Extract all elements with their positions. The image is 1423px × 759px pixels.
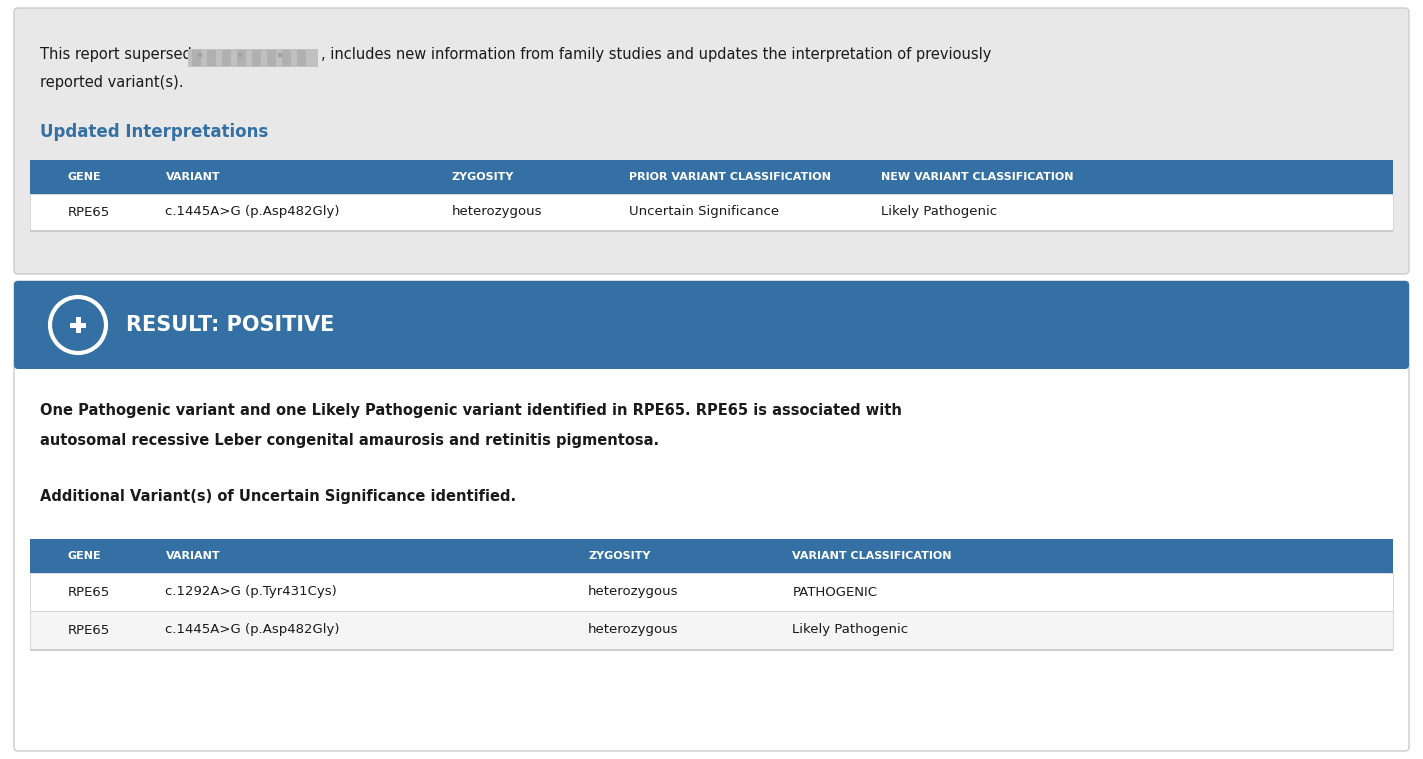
Text: ZYGOSITY: ZYGOSITY: [588, 551, 650, 561]
Text: Updated Interpretations: Updated Interpretations: [40, 123, 269, 141]
Text: heterozygous: heterozygous: [451, 206, 542, 219]
FancyBboxPatch shape: [14, 281, 1409, 369]
Bar: [238, 50, 246, 66]
Text: One Pathogenic variant and one Likely Pathogenic variant identified in RPE65. RP: One Pathogenic variant and one Likely Pa…: [40, 403, 902, 418]
Bar: [30, 160, 1393, 194]
Bar: [192, 50, 201, 66]
Text: VARIANT: VARIANT: [165, 172, 221, 182]
FancyBboxPatch shape: [14, 8, 1409, 274]
Bar: [238, 53, 242, 57]
Text: Likely Pathogenic: Likely Pathogenic: [881, 206, 998, 219]
Text: autosomal recessive Leber congenital amaurosis and retinitis pigmentosa.: autosomal recessive Leber congenital ama…: [40, 433, 659, 448]
Bar: [268, 50, 276, 66]
Text: c.1445A>G (p.Asp482Gly): c.1445A>G (p.Asp482Gly): [165, 206, 340, 219]
Text: reported variant(s).: reported variant(s).: [40, 75, 184, 90]
Text: Additional Variant(s) of Uncertain Significance identified.: Additional Variant(s) of Uncertain Signi…: [40, 489, 517, 504]
Text: This report supersedes: This report supersedes: [40, 47, 213, 62]
Text: heterozygous: heterozygous: [588, 585, 679, 599]
Text: RPE65: RPE65: [67, 206, 110, 219]
Text: GENE: GENE: [67, 551, 101, 561]
Text: Uncertain Significance: Uncertain Significance: [629, 206, 778, 219]
Text: PRIOR VARIANT CLASSIFICATION: PRIOR VARIANT CLASSIFICATION: [629, 172, 831, 182]
Text: Likely Pathogenic: Likely Pathogenic: [793, 623, 909, 637]
Bar: [30, 611, 1393, 649]
Bar: [277, 53, 282, 57]
Bar: [222, 50, 231, 66]
Bar: [30, 573, 1393, 611]
Bar: [30, 230, 1393, 231]
Text: VARIANT CLASSIFICATION: VARIANT CLASSIFICATION: [793, 551, 952, 561]
Text: heterozygous: heterozygous: [588, 623, 679, 637]
Text: RESULT: POSITIVE: RESULT: POSITIVE: [127, 315, 334, 335]
Text: RPE65: RPE65: [67, 623, 110, 637]
Text: , includes new information from family studies and updates the interpretation of: , includes new information from family s…: [322, 47, 992, 62]
Text: ZYGOSITY: ZYGOSITY: [451, 172, 514, 182]
Text: VARIANT: VARIANT: [165, 551, 221, 561]
Bar: [30, 649, 1393, 650]
Bar: [70, 323, 85, 327]
Bar: [30, 194, 1393, 230]
Bar: [75, 317, 81, 333]
Bar: [18, 355, 1405, 365]
Bar: [198, 53, 202, 57]
Text: GENE: GENE: [67, 172, 101, 182]
Bar: [252, 50, 260, 66]
FancyBboxPatch shape: [14, 281, 1409, 751]
Bar: [282, 50, 290, 66]
Text: c.1292A>G (p.Tyr431Cys): c.1292A>G (p.Tyr431Cys): [165, 585, 337, 599]
Bar: [206, 50, 216, 66]
Text: NEW VARIANT CLASSIFICATION: NEW VARIANT CLASSIFICATION: [881, 172, 1073, 182]
Bar: [297, 50, 306, 66]
Text: c.1445A>G (p.Asp482Gly): c.1445A>G (p.Asp482Gly): [165, 623, 340, 637]
Text: RPE65: RPE65: [67, 585, 110, 599]
Bar: [30, 539, 1393, 573]
Text: PATHOGENIC: PATHOGENIC: [793, 585, 878, 599]
Bar: [188, 49, 317, 67]
